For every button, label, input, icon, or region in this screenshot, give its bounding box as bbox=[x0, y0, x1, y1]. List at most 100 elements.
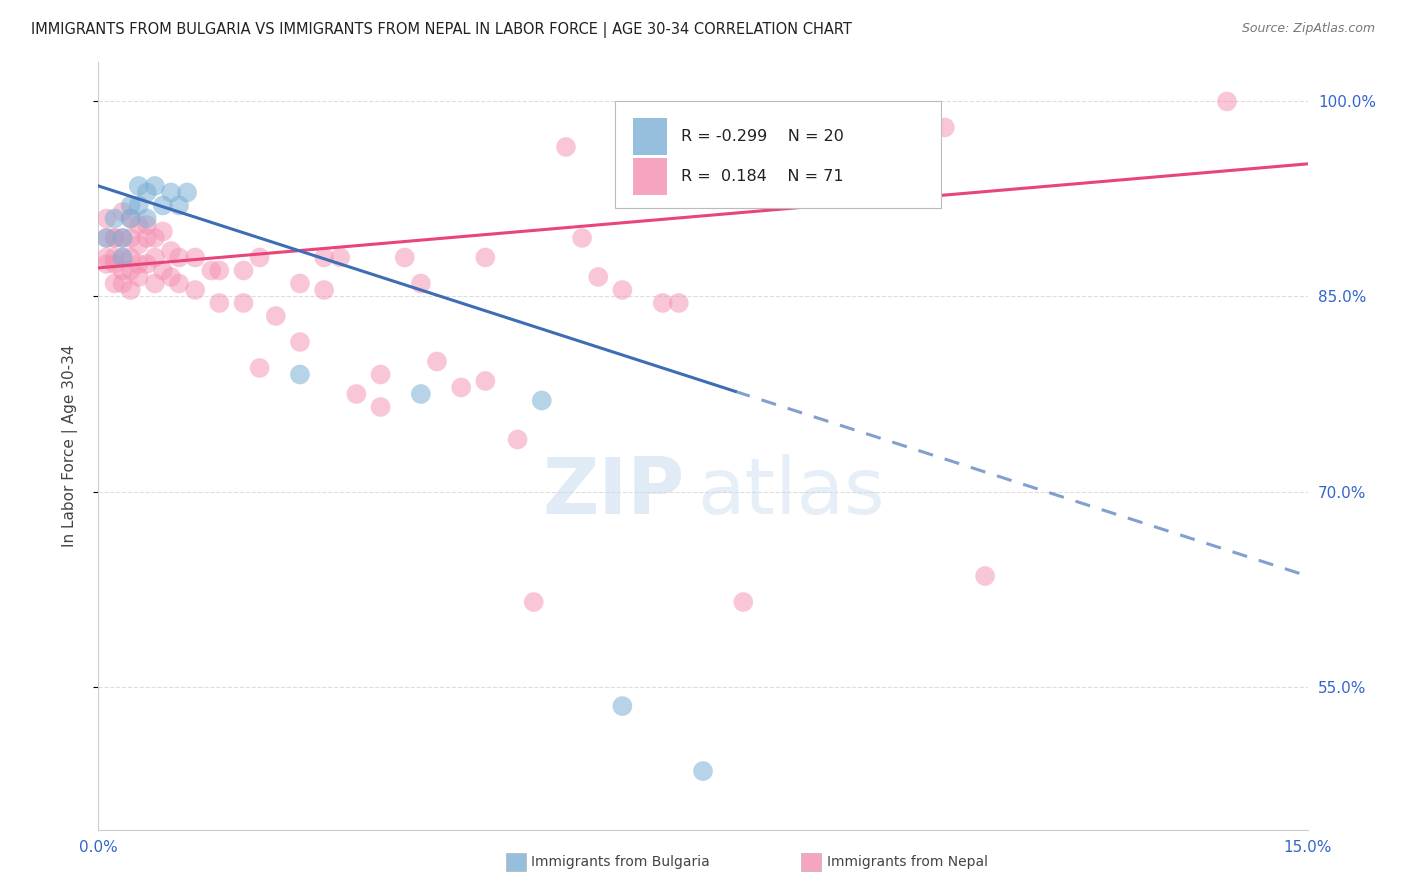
Point bbox=[111, 231, 134, 245]
Point bbox=[111, 263, 134, 277]
Point bbox=[103, 277, 125, 291]
Point bbox=[523, 595, 546, 609]
Point bbox=[135, 211, 157, 226]
Point bbox=[344, 387, 367, 401]
Point bbox=[152, 224, 174, 238]
Point bbox=[143, 178, 166, 193]
Point bbox=[135, 218, 157, 232]
FancyBboxPatch shape bbox=[614, 101, 941, 208]
Point bbox=[96, 211, 118, 226]
Text: Source: ZipAtlas.com: Source: ZipAtlas.com bbox=[1241, 22, 1375, 36]
Point bbox=[394, 251, 416, 265]
Point bbox=[152, 263, 174, 277]
Text: R =  0.184    N = 71: R = 0.184 N = 71 bbox=[682, 169, 844, 184]
Point bbox=[167, 198, 190, 212]
Point bbox=[160, 186, 183, 200]
Point bbox=[208, 263, 231, 277]
Point bbox=[167, 277, 190, 291]
Point bbox=[184, 283, 207, 297]
Point bbox=[249, 361, 271, 376]
Point bbox=[571, 231, 593, 245]
FancyBboxPatch shape bbox=[633, 118, 666, 155]
Text: ZIP: ZIP bbox=[543, 454, 685, 530]
Point bbox=[474, 374, 496, 388]
Point bbox=[96, 251, 118, 265]
FancyBboxPatch shape bbox=[633, 158, 666, 194]
Point bbox=[208, 296, 231, 310]
Point bbox=[249, 251, 271, 265]
Point bbox=[612, 699, 634, 714]
Point bbox=[530, 393, 553, 408]
Point bbox=[128, 178, 150, 193]
Point bbox=[474, 251, 496, 265]
Point bbox=[167, 251, 190, 265]
Point bbox=[120, 251, 142, 265]
Point bbox=[143, 251, 166, 265]
Point bbox=[135, 186, 157, 200]
Point bbox=[450, 380, 472, 394]
Point bbox=[103, 231, 125, 245]
Point bbox=[111, 205, 134, 219]
Point bbox=[128, 257, 150, 271]
Point bbox=[103, 231, 125, 245]
Point bbox=[184, 251, 207, 265]
Point bbox=[668, 296, 690, 310]
Point bbox=[120, 231, 142, 245]
Point bbox=[160, 244, 183, 258]
Point bbox=[314, 283, 336, 297]
Point bbox=[128, 218, 150, 232]
Point bbox=[103, 251, 125, 265]
Point bbox=[651, 296, 673, 310]
Text: Immigrants from Nepal: Immigrants from Nepal bbox=[827, 855, 988, 869]
Point bbox=[135, 257, 157, 271]
Point bbox=[128, 237, 150, 252]
Point bbox=[200, 263, 222, 277]
Point bbox=[586, 270, 609, 285]
Point bbox=[314, 251, 336, 265]
Point bbox=[111, 251, 134, 265]
Point bbox=[135, 231, 157, 245]
Point bbox=[232, 263, 254, 277]
Point bbox=[232, 296, 254, 310]
Point bbox=[111, 251, 134, 265]
Point bbox=[370, 400, 392, 414]
Point bbox=[288, 277, 311, 291]
Point bbox=[120, 211, 142, 226]
Text: IMMIGRANTS FROM BULGARIA VS IMMIGRANTS FROM NEPAL IN LABOR FORCE | AGE 30-34 COR: IMMIGRANTS FROM BULGARIA VS IMMIGRANTS F… bbox=[31, 22, 852, 38]
Point bbox=[264, 309, 287, 323]
Point bbox=[143, 277, 166, 291]
Y-axis label: In Labor Force | Age 30-34: In Labor Force | Age 30-34 bbox=[62, 344, 77, 548]
Point bbox=[103, 211, 125, 226]
Point bbox=[160, 270, 183, 285]
Point bbox=[370, 368, 392, 382]
Point bbox=[426, 354, 449, 368]
Point bbox=[974, 569, 997, 583]
Point bbox=[120, 211, 142, 226]
Point bbox=[176, 186, 198, 200]
Point bbox=[506, 433, 529, 447]
Point bbox=[128, 198, 150, 212]
Point bbox=[733, 595, 755, 609]
Text: atlas: atlas bbox=[697, 454, 884, 530]
Point bbox=[612, 283, 634, 297]
Point bbox=[409, 277, 432, 291]
Point bbox=[96, 257, 118, 271]
Point bbox=[1216, 95, 1239, 109]
Point bbox=[409, 387, 432, 401]
Point bbox=[692, 764, 714, 778]
Point bbox=[96, 231, 118, 245]
Point bbox=[111, 277, 134, 291]
Point bbox=[128, 270, 150, 285]
Point bbox=[120, 283, 142, 297]
Point bbox=[329, 251, 352, 265]
Text: R = -0.299    N = 20: R = -0.299 N = 20 bbox=[682, 129, 844, 144]
Point bbox=[152, 198, 174, 212]
Text: Immigrants from Bulgaria: Immigrants from Bulgaria bbox=[531, 855, 710, 869]
Point bbox=[111, 231, 134, 245]
Point bbox=[555, 140, 578, 154]
Point bbox=[120, 198, 142, 212]
Point bbox=[96, 231, 118, 245]
Point bbox=[288, 368, 311, 382]
Point bbox=[103, 257, 125, 271]
Point bbox=[143, 231, 166, 245]
